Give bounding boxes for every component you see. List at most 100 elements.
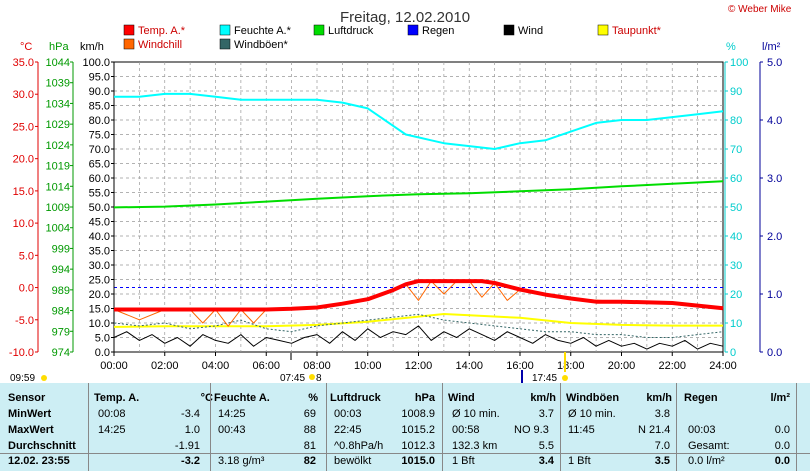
series-temp-a <box>114 279 724 312</box>
legend-swatch <box>597 24 609 36</box>
header-pressure-unit: hPa <box>414 392 435 404</box>
legend-swatch <box>503 24 515 36</box>
wind-tick-label: 30.0 <box>89 260 110 272</box>
rain-label: 00:03 <box>688 424 716 436</box>
rain-value: 0.0 <box>774 440 790 452</box>
wind-tick-label: 75.0 <box>89 130 110 142</box>
humidity-tick-label: 0 <box>730 347 736 359</box>
header-rain: Regen <box>684 392 718 404</box>
wind-tick-label: 0.0 <box>95 347 110 359</box>
humidity-tick-label: 10 <box>730 318 742 330</box>
rain-tick-label: 5.0 <box>767 57 782 69</box>
sunrise-sun-icon <box>309 374 315 380</box>
rain-axis-unit: l/m² <box>762 41 781 53</box>
x-tick-label: 10:00 <box>354 360 382 372</box>
wind-tick-label: 90.0 <box>89 86 110 98</box>
rain-label: 0.0 l/m² <box>688 455 725 467</box>
temp-value: 1.0 <box>184 424 200 436</box>
table-column-divider <box>676 383 677 471</box>
humidity-tick-label: 40 <box>730 231 742 243</box>
stats-table: Sensor Temp. A. °C Feuchte A.% Luftdruck hPa W… <box>0 383 810 471</box>
legend-label: Luftdruck <box>328 25 374 37</box>
legend-label: Temp. A.* <box>138 25 186 37</box>
rain-tick-label: 0.0 <box>767 347 782 359</box>
wind-tick-label: 55.0 <box>89 188 110 200</box>
wind-tick-label: 10.0 <box>89 318 110 330</box>
row-label: MaxWert <box>8 424 54 436</box>
axes: -10.0 -5.0 0.0 5.0 10.0 15.0 20.0 25.0 30.0 35.0 9… <box>9 57 782 372</box>
row-label: MinWert <box>8 408 52 420</box>
x-tick-label: 22:00 <box>658 360 686 372</box>
temp-time: 14:25 <box>98 424 126 436</box>
humidity-tick-label: 60 <box>730 173 742 185</box>
legend-swatch <box>123 38 135 50</box>
pressure-axis-unit: hPa <box>49 41 69 53</box>
sunrise-suffix: 8 <box>316 373 322 383</box>
wind-tick-label: 60.0 <box>89 173 110 185</box>
row-label: 12.02. 23:55 <box>8 455 70 467</box>
pressure-tick-label: 1034 <box>46 98 70 110</box>
legend-label: Regen <box>422 25 454 37</box>
wind-value: 3.7 <box>538 408 554 420</box>
pressure-time: bewölkt <box>334 455 372 467</box>
temp-tick-label: 30.0 <box>13 89 34 101</box>
wind-tick-label: 40.0 <box>89 231 110 243</box>
header-humidity: Feuchte A. <box>214 392 270 404</box>
pressure-tick-label: 1044 <box>46 57 70 69</box>
table-column-divider <box>442 383 443 471</box>
humidity-axis-unit: % <box>726 41 736 53</box>
x-tick-label: 08:00 <box>303 360 331 372</box>
humidity-tick-label: 30 <box>730 260 742 272</box>
temp-tick-label: 10.0 <box>13 218 34 230</box>
humidity-time: 14:25 <box>218 408 246 420</box>
temp-tick-label: -5.0 <box>15 315 34 327</box>
rain-tick-label: 2.0 <box>767 231 782 243</box>
temp-time: 00:08 <box>98 408 126 420</box>
table-column-divider <box>560 383 561 471</box>
temp-value: -1.91 <box>174 440 200 452</box>
legend-label: Wind <box>518 25 543 37</box>
legend-swatch <box>313 24 325 36</box>
series-feuchte-a <box>114 92 724 150</box>
gust-label: Ø 10 min. <box>568 408 616 420</box>
humidity-value: 69 <box>303 408 316 420</box>
sun-marker <box>41 375 47 381</box>
humidity-value: 88 <box>303 424 316 436</box>
sunrise-label: 07:45 <box>280 373 305 383</box>
wind-value: 3.4 <box>538 455 554 467</box>
humidity-value: 82 <box>303 455 316 467</box>
gust-value: 7.0 <box>654 440 670 452</box>
wind-tick-label: 50.0 <box>89 202 110 214</box>
pressure-tick-label: 1029 <box>46 119 70 131</box>
humidity-tick-label: 50 <box>730 202 742 214</box>
x-tick-label: 06:00 <box>252 360 280 372</box>
temp-tick-label: 35.0 <box>13 57 34 69</box>
pressure-value: 1015.2 <box>401 424 435 436</box>
current-time-label: 09:59 <box>10 373 35 383</box>
pressure-time: ^0.8hPa/h <box>334 440 384 452</box>
pressure-tick-label: 1004 <box>46 223 70 235</box>
header-humidity-unit: % <box>308 392 318 404</box>
pressure-value: 1012.3 <box>401 440 435 452</box>
wind-value: 5.5 <box>538 440 554 452</box>
sunset-label: 17:45 <box>532 373 557 383</box>
pressure-tick-label: 989 <box>52 285 70 297</box>
humidity-tick-label: 20 <box>730 289 742 301</box>
gust-value: 3.8 <box>654 408 670 420</box>
rain-tick-label: 4.0 <box>767 115 782 127</box>
pressure-tick-label: 1019 <box>46 161 70 173</box>
wind-label: 00:58 <box>452 424 480 436</box>
header-pressure: Luftdruck <box>330 392 381 404</box>
weather-chart: Freitag, 12.02.2010 © Weber Mike Temp. A… <box>9 4 792 383</box>
x-tick-label: 12:00 <box>405 360 433 372</box>
wind-tick-label: 35.0 <box>89 246 110 258</box>
wind-tick-label: 45.0 <box>89 217 110 229</box>
header-gust: Windböen <box>566 392 620 404</box>
pressure-tick-label: 1009 <box>46 202 70 214</box>
x-tick-label: 04:00 <box>202 360 230 372</box>
humidity-tick-label: 70 <box>730 144 742 156</box>
x-tick-label: 16:00 <box>506 360 534 372</box>
wind-tick-label: 15.0 <box>89 304 110 316</box>
temp-tick-label: 5.0 <box>19 250 34 262</box>
wind-tick-label: 80.0 <box>89 115 110 127</box>
